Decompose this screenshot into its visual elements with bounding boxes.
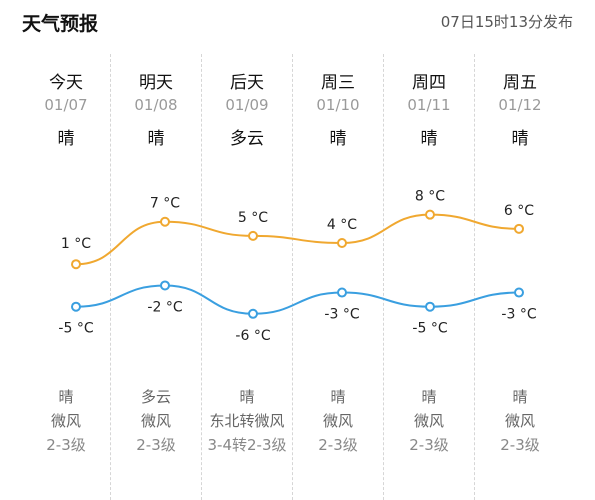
high-temp-point: [160, 216, 170, 227]
column-divider: [292, 54, 293, 500]
wind-level: 2-3级: [500, 436, 540, 454]
high-temp-label: 8 °C: [415, 189, 445, 205]
low-temp-point: [248, 308, 258, 319]
day-name: 后天: [230, 73, 264, 93]
low-temp-label: -3 °C: [324, 307, 359, 323]
day-date: 01/09: [225, 96, 269, 114]
day-condition: 多云: [230, 129, 264, 149]
wind-level: 2-3级: [46, 436, 86, 454]
low-temp-point: [160, 280, 170, 291]
page-title: 天气预报: [22, 13, 99, 35]
day-condition: 晴: [147, 129, 165, 149]
day-date: 01/12: [498, 96, 542, 114]
day-name: 周三: [321, 73, 355, 93]
wind-level: 2-3级: [318, 436, 358, 454]
day-date: 01/11: [407, 96, 451, 114]
high-temp-line: [75, 213, 520, 266]
column-divider: [474, 54, 475, 500]
column-divider: [383, 54, 384, 500]
day-condition: 晴: [57, 129, 75, 149]
low-temp-label: -5 °C: [58, 321, 93, 337]
wind: 微风: [50, 412, 81, 430]
day-name: 今天: [49, 73, 83, 93]
night-condition: 多云: [140, 388, 171, 406]
wind-level: 3-4转2-3级: [207, 436, 287, 454]
day-date: 01/07: [44, 96, 88, 114]
wind-level: 2-3级: [409, 436, 449, 454]
wind: 微风: [413, 412, 444, 430]
day-condition: 晴: [329, 129, 347, 149]
high-temp-point: [337, 237, 347, 248]
night-condition: 晴: [421, 388, 437, 406]
high-temp-label: 5 °C: [238, 210, 268, 226]
day-condition: 晴: [420, 129, 438, 149]
high-temp-point: [71, 259, 81, 270]
publish-time: 07日15时13分发布: [440, 13, 573, 31]
high-temp-label: 4 °C: [327, 217, 357, 233]
high-temp-point: [514, 223, 524, 234]
day-name: 周四: [412, 73, 446, 93]
day-condition: 晴: [511, 129, 529, 149]
low-temp-label: -6 °C: [235, 328, 270, 344]
wind: 微风: [140, 412, 171, 430]
high-temp-point: [248, 230, 258, 241]
low-temp-point: [71, 301, 81, 312]
night-condition: 晴: [239, 388, 255, 406]
column-divider: [110, 54, 111, 500]
day-name: 明天: [139, 73, 173, 93]
high-temp-point: [425, 209, 435, 220]
low-temp-point: [514, 287, 524, 298]
low-temp-point: [425, 301, 435, 312]
wind: 微风: [322, 412, 353, 430]
high-temp-label: 6 °C: [504, 203, 534, 219]
high-temp-label: 1 °C: [61, 236, 91, 252]
night-condition: 晴: [512, 388, 528, 406]
low-temp-label: -3 °C: [501, 307, 536, 323]
low-temp-label: -5 °C: [412, 321, 447, 337]
wind: 东北转微风: [209, 412, 285, 430]
low-temp-line: [75, 284, 520, 315]
wind-level: 2-3级: [136, 436, 176, 454]
wind: 微风: [504, 412, 535, 430]
high-temp-label: 7 °C: [150, 196, 180, 212]
low-temp-point: [337, 287, 347, 298]
night-condition: 晴: [330, 388, 346, 406]
day-date: 01/10: [316, 96, 360, 114]
day-date: 01/08: [134, 96, 178, 114]
column-divider: [201, 54, 202, 500]
low-temp-label: -2 °C: [147, 299, 182, 315]
header: 天气预报 07日15时13分发布: [0, 0, 595, 44]
night-condition: 晴: [58, 388, 74, 406]
day-name: 周五: [503, 73, 537, 93]
